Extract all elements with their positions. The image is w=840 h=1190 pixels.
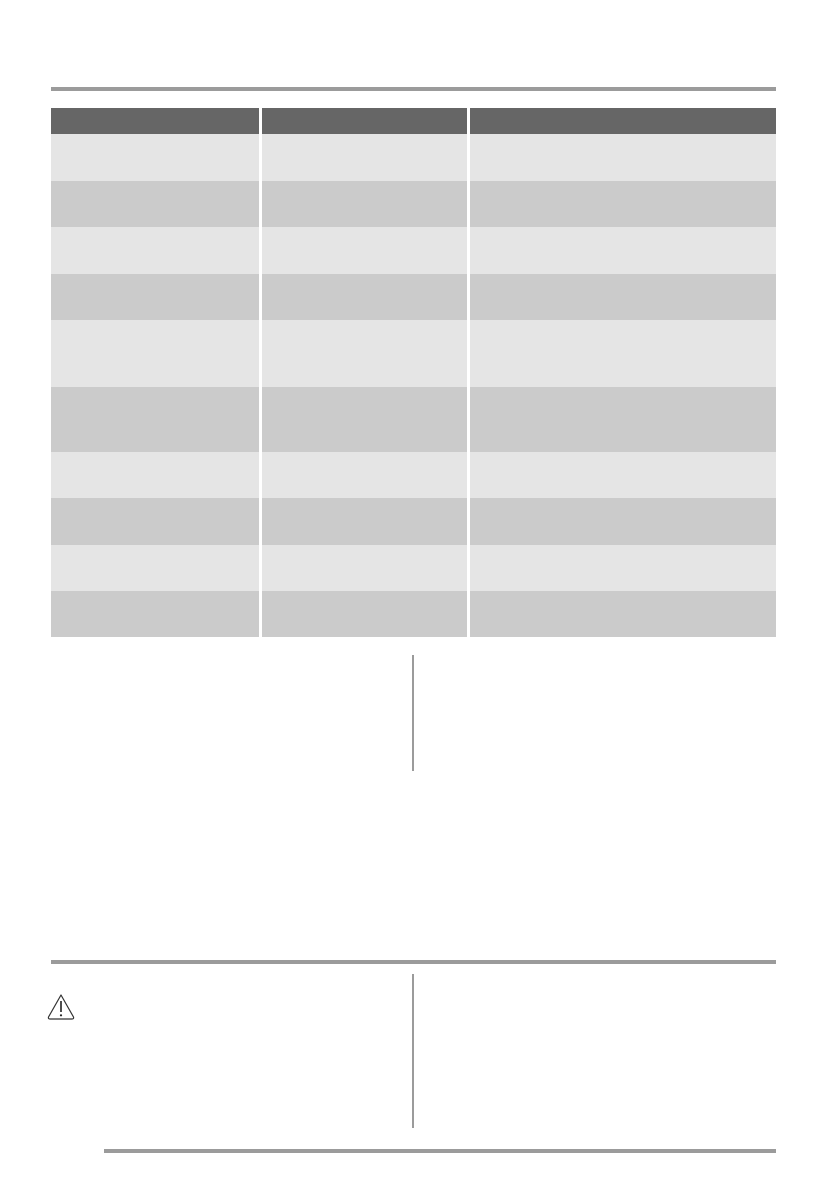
table-cell [470, 227, 776, 274]
header-cell [470, 108, 776, 134]
table-row [51, 227, 776, 274]
table-row [51, 387, 776, 452]
table-cell [51, 274, 262, 320]
table-cell [262, 320, 470, 387]
table-cell [262, 452, 470, 498]
table-cell [262, 134, 470, 181]
table-row [51, 498, 776, 545]
table-row [51, 274, 776, 320]
table-cell [262, 274, 470, 320]
table-cell [470, 134, 776, 181]
table-cell [470, 452, 776, 498]
header-cell [51, 108, 262, 134]
table-cell [51, 498, 262, 545]
table-cell [262, 591, 470, 637]
top-section-rule [51, 87, 776, 91]
table-cell [262, 227, 470, 274]
table-row [51, 181, 776, 227]
table-cell [262, 498, 470, 545]
table-cell [470, 181, 776, 227]
table-row [51, 452, 776, 498]
table-cell [262, 181, 470, 227]
data-table [51, 108, 776, 637]
table-cell [51, 227, 262, 274]
table-cell [470, 274, 776, 320]
table-cell [51, 181, 262, 227]
warning-triangle-icon [46, 993, 76, 1021]
table-cell [470, 545, 776, 591]
table-cell [262, 545, 470, 591]
table-cell [51, 545, 262, 591]
header-cell [262, 108, 470, 134]
table-row [51, 134, 776, 181]
table-cell [51, 452, 262, 498]
section-rule [51, 960, 776, 964]
footer-rule [104, 1149, 776, 1153]
column-divider [412, 974, 414, 1128]
table-cell [470, 320, 776, 387]
table-cell [470, 498, 776, 545]
table-cell [51, 591, 262, 637]
table-cell [470, 591, 776, 637]
column-divider [412, 655, 414, 771]
table-cell [470, 387, 776, 452]
table-row [51, 320, 776, 387]
table-cell [262, 387, 470, 452]
table-row [51, 545, 776, 591]
table-row [51, 591, 776, 637]
table-header [51, 108, 776, 134]
table-cell [51, 320, 262, 387]
table-cell [51, 387, 262, 452]
table-cell [51, 134, 262, 181]
